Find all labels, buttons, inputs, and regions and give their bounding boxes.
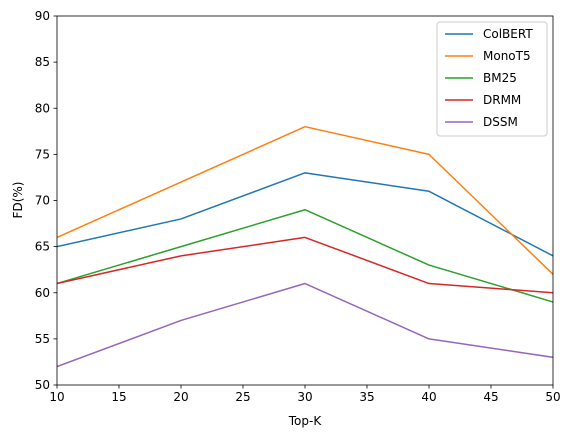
y-tick-label: 90 (35, 9, 50, 23)
series-layer (57, 125, 553, 368)
legend-label-colbert: ColBERT (483, 27, 533, 41)
y-tick-label: 60 (35, 286, 50, 300)
x-axis-label: Top-K (288, 414, 323, 428)
x-tick-label: 45 (483, 390, 498, 404)
y-tick-label: 85 (35, 55, 50, 69)
y-tick-label: 70 (35, 194, 50, 208)
legend-label-bm25: BM25 (483, 71, 517, 85)
legend-label-monot5: MonoT5 (483, 49, 531, 63)
series-line-dssm (57, 282, 553, 368)
legend-label-dssm: DSSM (483, 115, 518, 129)
y-tick-label: 65 (35, 240, 50, 254)
legend-label-drmm: DRMM (483, 93, 521, 107)
series-line-monot5 (57, 125, 553, 276)
x-tick-label: 30 (297, 390, 312, 404)
y-tick-label: 55 (35, 332, 50, 346)
y-axis-label: FD(%) (11, 182, 25, 219)
series-line-colbert (57, 172, 553, 257)
series-line-drmm (57, 236, 553, 294)
x-tick-label: 35 (359, 390, 374, 404)
y-tick-label: 80 (35, 101, 50, 115)
x-tick-label: 10 (49, 390, 64, 404)
axes-layer: 10 15 20 25 30 35 40 45 50 50 55 60 65 70 75 80 85 90 (35, 9, 561, 404)
x-tick-label: 20 (173, 390, 188, 404)
y-tick-label: 75 (35, 147, 50, 161)
y-tick-label: 50 (35, 378, 50, 392)
x-tick-label: 50 (545, 390, 560, 404)
legend-box (436, 21, 548, 137)
x-tick-label: 15 (111, 390, 126, 404)
series-lines (57, 125, 553, 368)
legend: ColBERT MonoT5 BM25 DRMM DSSM (436, 21, 548, 137)
x-tick-label: 40 (421, 390, 436, 404)
series-line-bm25 (57, 208, 553, 303)
x-tick-label: 25 (235, 390, 250, 404)
